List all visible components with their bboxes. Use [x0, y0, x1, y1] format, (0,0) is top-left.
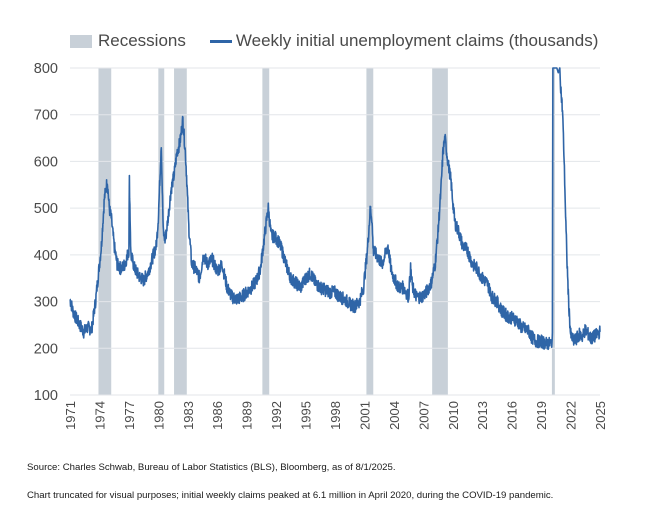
y-tick-label: 300	[34, 295, 58, 311]
x-tick-label: 1989	[240, 401, 255, 430]
y-tick-label: 100	[34, 388, 58, 404]
chart-legend: Recessions Weekly initial unemployment c…	[70, 31, 598, 51]
x-tick-label: 1995	[299, 401, 314, 430]
x-tick-label: 2001	[357, 401, 372, 430]
x-tick-label: 1974	[92, 401, 107, 430]
recession-band-4	[366, 68, 374, 395]
x-tick-label: 1983	[181, 401, 196, 430]
recession-band-0	[98, 68, 112, 395]
x-axis-ticks: 1971 1974 1977 1980 1983 1986 1989 1992 1995 1998…	[63, 401, 608, 430]
x-tick-label: 1971	[63, 401, 78, 430]
claims-legend-label: Weekly initial unemployment claims (thou…	[235, 31, 599, 50]
x-tick-label: 2019	[534, 401, 549, 430]
claims-chart: 100 200 300 400 500 600 700 800 1971 1974 1977 198…	[34, 61, 608, 430]
y-tick-label: 800	[34, 61, 58, 77]
recession-band-2	[174, 68, 187, 395]
y-axis-ticks: 100 200 300 400 500 600 700 800	[34, 61, 58, 404]
x-tick-label: 2022	[564, 401, 579, 430]
y-tick-label: 700	[34, 108, 58, 124]
source-footnote: Source: Charles Schwab, Bureau of Labor …	[27, 462, 396, 473]
recession-band-6	[551, 68, 555, 395]
x-tick-label: 2025	[593, 401, 608, 430]
x-tick-label: 2007	[416, 401, 431, 430]
claims-series	[69, 67, 601, 351]
truncation-footnote: Chart truncated for visual purposes; ini…	[27, 490, 554, 501]
y-tick-label: 200	[34, 341, 58, 357]
x-tick-label: 1992	[269, 401, 284, 430]
y-tick-label: 500	[34, 201, 58, 217]
x-tick-label: 2004	[387, 401, 402, 430]
recessions-legend-swatch	[70, 34, 92, 48]
x-tick-label: 1998	[328, 401, 343, 430]
recession-band-5	[432, 68, 448, 395]
gridlines	[70, 67, 600, 396]
x-tick-label: 1977	[122, 401, 137, 430]
y-tick-label: 400	[34, 248, 58, 264]
x-tick-label: 1986	[210, 401, 225, 430]
x-tick-label: 1980	[151, 401, 166, 430]
x-tick-label: 2010	[446, 401, 461, 430]
x-tick-label: 2016	[505, 401, 520, 430]
y-tick-label: 600	[34, 154, 58, 170]
recession-band-1	[158, 68, 165, 395]
recessions-legend-label: Recessions	[98, 31, 186, 50]
x-tick-label: 2013	[475, 401, 490, 430]
claims-legend-swatch	[209, 39, 232, 43]
claims-line	[69, 67, 601, 351]
